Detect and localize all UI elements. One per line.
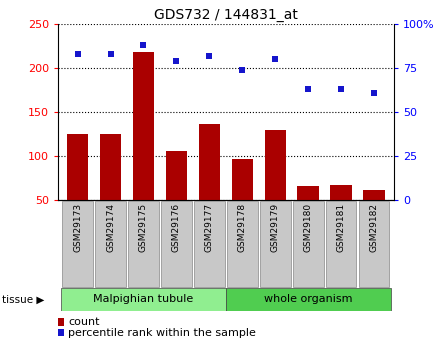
FancyBboxPatch shape bbox=[226, 288, 391, 310]
Text: GSM29174: GSM29174 bbox=[106, 203, 115, 252]
Point bbox=[140, 42, 147, 48]
Text: GSM29178: GSM29178 bbox=[238, 203, 247, 252]
Text: GSM29180: GSM29180 bbox=[303, 203, 313, 252]
Bar bbox=[67, 134, 88, 200]
Bar bbox=[231, 159, 253, 200]
Bar bbox=[166, 151, 187, 200]
FancyBboxPatch shape bbox=[95, 201, 126, 287]
Bar bbox=[264, 130, 286, 200]
Text: GSM29177: GSM29177 bbox=[205, 203, 214, 252]
Text: GSM29181: GSM29181 bbox=[336, 203, 346, 252]
Bar bbox=[331, 185, 352, 200]
FancyBboxPatch shape bbox=[61, 288, 226, 310]
Point bbox=[74, 51, 81, 57]
Text: GSM29182: GSM29182 bbox=[369, 203, 379, 252]
Point bbox=[206, 53, 213, 59]
Point bbox=[338, 87, 345, 92]
Bar bbox=[297, 186, 319, 200]
Bar bbox=[100, 134, 121, 200]
Text: percentile rank within the sample: percentile rank within the sample bbox=[68, 328, 256, 337]
Point bbox=[173, 58, 180, 64]
Point bbox=[371, 90, 378, 96]
Point bbox=[272, 57, 279, 62]
Bar bbox=[198, 124, 220, 200]
FancyBboxPatch shape bbox=[128, 201, 159, 287]
Text: count: count bbox=[68, 317, 100, 327]
FancyBboxPatch shape bbox=[62, 201, 93, 287]
Text: GSM29175: GSM29175 bbox=[139, 203, 148, 252]
Point bbox=[239, 67, 246, 73]
Bar bbox=[133, 52, 154, 200]
Bar bbox=[364, 189, 385, 200]
Text: GSM29179: GSM29179 bbox=[271, 203, 280, 252]
Point bbox=[107, 51, 114, 57]
Text: GSM29176: GSM29176 bbox=[172, 203, 181, 252]
Text: whole organism: whole organism bbox=[264, 294, 352, 304]
FancyBboxPatch shape bbox=[359, 201, 389, 287]
Text: GSM29173: GSM29173 bbox=[73, 203, 82, 252]
FancyBboxPatch shape bbox=[161, 201, 192, 287]
FancyBboxPatch shape bbox=[227, 201, 258, 287]
FancyBboxPatch shape bbox=[194, 201, 225, 287]
Title: GDS732 / 144831_at: GDS732 / 144831_at bbox=[154, 8, 298, 22]
Text: tissue ▶: tissue ▶ bbox=[2, 294, 44, 304]
FancyBboxPatch shape bbox=[326, 201, 356, 287]
FancyBboxPatch shape bbox=[260, 201, 291, 287]
Text: Malpighian tubule: Malpighian tubule bbox=[93, 294, 194, 304]
Point bbox=[305, 87, 312, 92]
FancyBboxPatch shape bbox=[293, 201, 324, 287]
